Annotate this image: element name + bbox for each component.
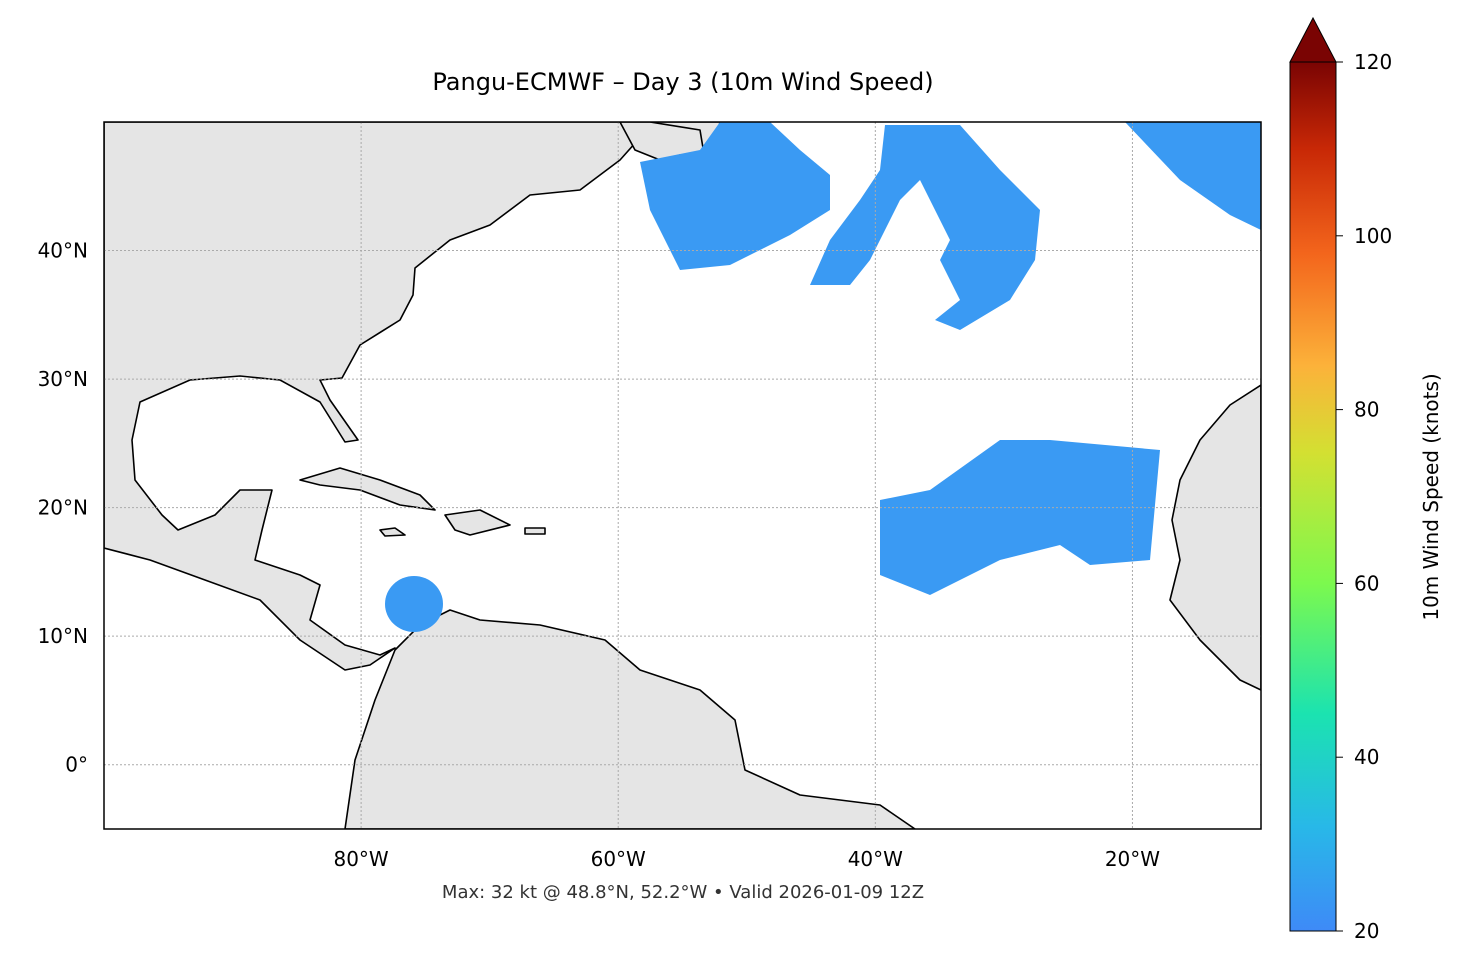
- x-tick-label: 40°W: [848, 847, 903, 871]
- colorbar-tick-label: 120: [1354, 50, 1392, 74]
- colorbar-label: 10m Wind Speed (knots): [1419, 373, 1443, 620]
- colorbar-tick-label: 40: [1354, 745, 1379, 769]
- wind-area: [1125, 122, 1261, 230]
- wind-area: [880, 440, 1160, 595]
- footer: Max: 32 kt @ 48.8°N, 52.2°W • Valid 2026…: [442, 882, 924, 903]
- colorbar-tick-label: 20: [1354, 919, 1379, 943]
- wind-area: [640, 122, 830, 270]
- y-tick-label: 40°N: [38, 239, 88, 263]
- y-tick-label: 10°N: [38, 624, 88, 648]
- map: [104, 122, 1261, 829]
- x-tick-label: 20°W: [1105, 847, 1160, 871]
- x-tick-label: 60°W: [591, 847, 646, 871]
- colorbar-axis: 20 40 60 80 100 120: [1336, 50, 1392, 943]
- puerto-rico: [524, 527, 546, 535]
- y-tick-label: 0°: [65, 753, 88, 777]
- colorbar-tick-label: 80: [1354, 398, 1379, 422]
- gridlines: [104, 122, 1261, 829]
- axes: 80°W 60°W 40°W 20°W 0° 10°N 20°N 30°N 40°N: [38, 239, 1161, 871]
- colorbar: [1289, 61, 1337, 932]
- chart-title: Pangu-ECMWF – Day 3 (10m Wind Speed): [432, 68, 933, 96]
- africa: [1169, 384, 1261, 691]
- north-america: [104, 122, 721, 671]
- hispaniola: [444, 509, 511, 536]
- wind-area: [810, 125, 1040, 330]
- y-tick-label: 20°N: [38, 496, 88, 520]
- colorbar-extend: [1289, 16, 1337, 63]
- south-america: [344, 609, 916, 829]
- y-tick-label: 30°N: [38, 367, 88, 391]
- x-tick-label: 80°W: [333, 847, 388, 871]
- map-frame: [103, 121, 1262, 830]
- cuba: [299, 467, 436, 511]
- colorbar-tick-label: 100: [1354, 224, 1392, 248]
- colorbar-tick-label: 60: [1354, 571, 1379, 595]
- wind-area: [385, 576, 443, 632]
- jamaica: [379, 527, 406, 537]
